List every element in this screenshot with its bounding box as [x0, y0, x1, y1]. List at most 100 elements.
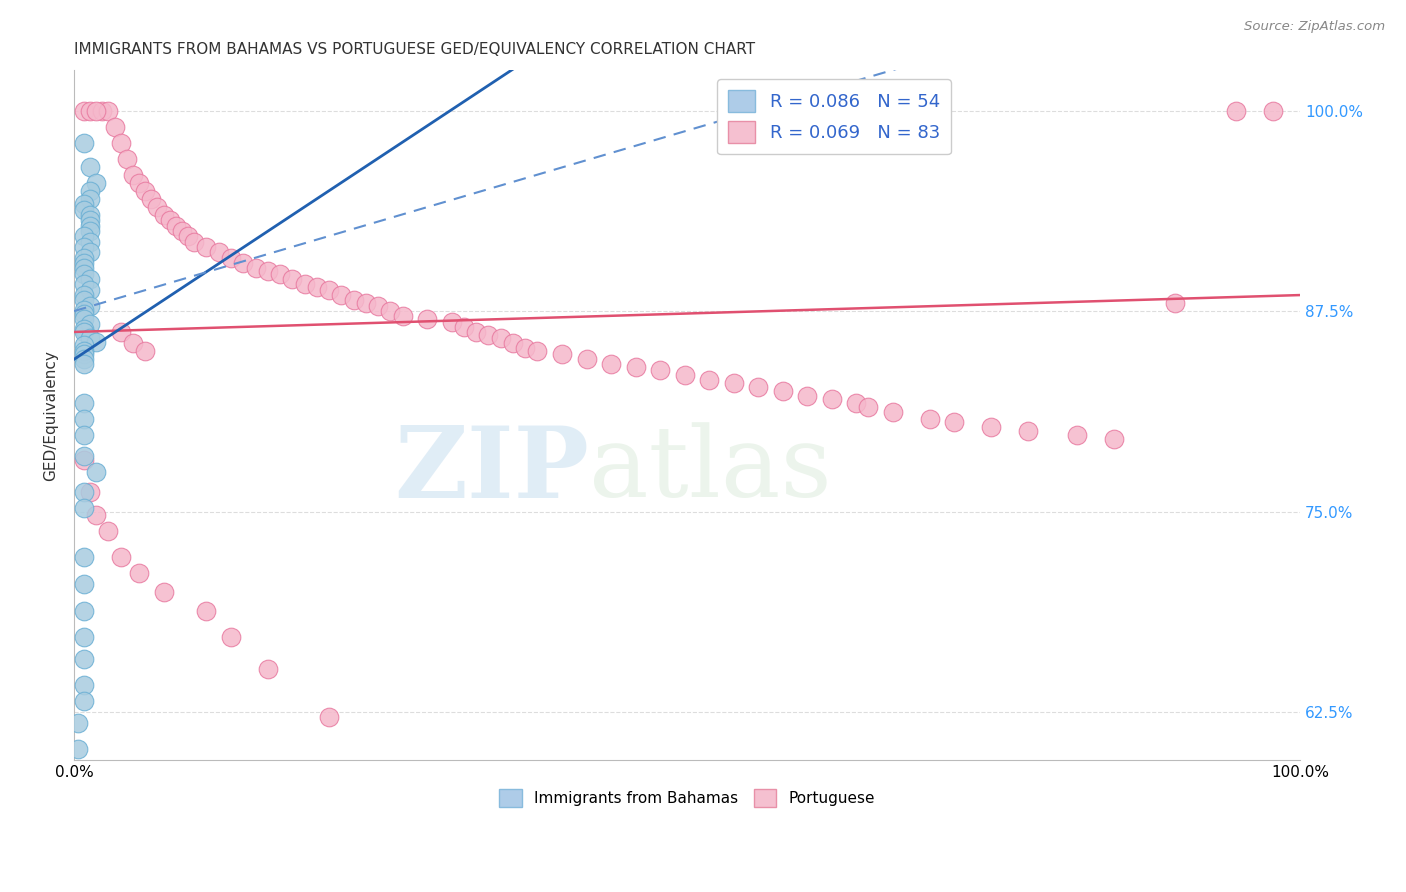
Point [128, 566, 150, 580]
Point [318, 710, 340, 724]
Point [648, 363, 671, 377]
Point [624, 360, 647, 375]
Point [73, 630, 96, 644]
Point [79, 219, 101, 233]
Point [73, 352, 96, 367]
Point [73, 260, 96, 275]
Point [73, 347, 96, 361]
Point [97, 103, 120, 118]
Point [73, 307, 96, 321]
Point [122, 168, 145, 182]
Point [195, 240, 218, 254]
Point [73, 604, 96, 618]
Point [195, 604, 218, 618]
Point [79, 244, 101, 259]
Point [477, 328, 499, 343]
Point [858, 401, 880, 415]
Point [73, 652, 96, 666]
Point [354, 296, 377, 310]
Point [208, 244, 231, 259]
Point [73, 293, 96, 307]
Point [79, 299, 101, 313]
Point [159, 212, 181, 227]
Point [73, 288, 96, 302]
Point [526, 344, 548, 359]
Point [747, 379, 769, 393]
Text: atlas: atlas [589, 423, 832, 518]
Point [134, 184, 156, 198]
Point [73, 449, 96, 463]
Point [73, 395, 96, 409]
Point [391, 309, 413, 323]
Point [103, 120, 125, 134]
Point [232, 256, 254, 270]
Point [305, 280, 328, 294]
Point [318, 283, 340, 297]
Point [115, 152, 138, 166]
Point [219, 251, 242, 265]
Point [79, 184, 101, 198]
Point [122, 336, 145, 351]
Point [73, 322, 96, 336]
Point [73, 302, 96, 317]
Point [723, 376, 745, 391]
Point [73, 338, 96, 352]
Point [128, 176, 150, 190]
Point [79, 224, 101, 238]
Text: ZIP: ZIP [394, 422, 589, 519]
Point [943, 415, 966, 429]
Point [146, 200, 169, 214]
Point [465, 325, 488, 339]
Point [134, 344, 156, 359]
Point [79, 192, 101, 206]
Point [110, 136, 132, 150]
Point [73, 267, 96, 281]
Point [177, 228, 200, 243]
Point [73, 256, 96, 270]
Point [73, 485, 96, 500]
Point [73, 357, 96, 371]
Point [980, 419, 1002, 434]
Point [152, 208, 174, 222]
Point [73, 240, 96, 254]
Point [73, 312, 96, 326]
Point [551, 347, 574, 361]
Point [256, 662, 278, 676]
Point [73, 251, 96, 265]
Point [84, 176, 107, 190]
Point [79, 485, 101, 500]
Point [73, 277, 96, 291]
Point [73, 549, 96, 564]
Point [845, 395, 868, 409]
Point [515, 341, 537, 355]
Point [1164, 296, 1187, 310]
Point [79, 160, 101, 174]
Point [440, 315, 463, 329]
Point [294, 277, 316, 291]
Point [84, 465, 107, 479]
Point [73, 196, 96, 211]
Point [342, 293, 364, 307]
Point [84, 508, 107, 522]
Point [79, 283, 101, 297]
Point [73, 453, 96, 467]
Point [79, 208, 101, 222]
Point [281, 272, 304, 286]
Point [73, 678, 96, 692]
Point [79, 331, 101, 345]
Point [453, 320, 475, 334]
Point [330, 288, 353, 302]
Point [73, 202, 96, 217]
Point [1102, 433, 1125, 447]
Point [97, 524, 120, 538]
Point [73, 325, 96, 339]
Point [91, 103, 114, 118]
Point [66, 742, 89, 756]
Point [502, 336, 524, 351]
Point [73, 577, 96, 591]
Point [73, 427, 96, 442]
Point [170, 224, 193, 238]
Point [73, 228, 96, 243]
Point [73, 411, 96, 425]
Point [697, 373, 720, 387]
